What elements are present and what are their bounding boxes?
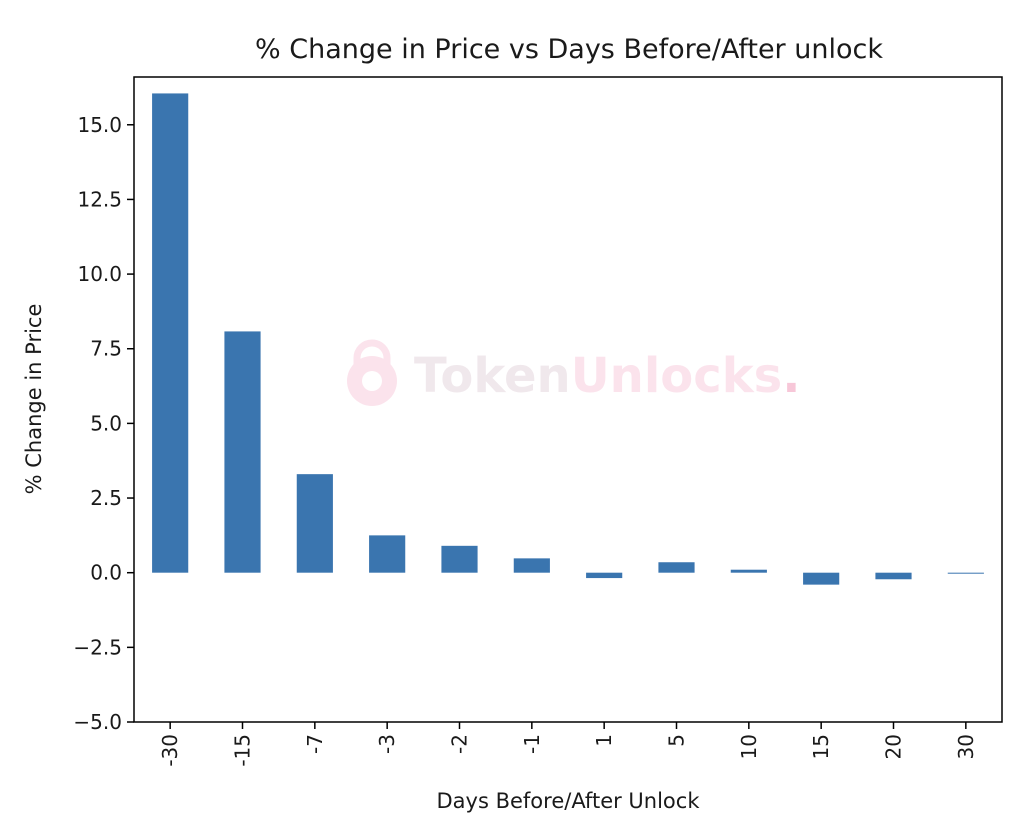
x-tick-label: -7 [303,734,327,754]
bar-1 [586,572,623,579]
x-tick-label: -2 [448,734,472,754]
bar-5 [658,562,695,573]
bar--15 [224,331,261,573]
y-tick-label: 10.0 [77,262,122,286]
x-tick-label: 5 [665,734,689,747]
bar--3 [369,535,406,573]
lock-icon [347,339,397,406]
x-tick-label: -3 [375,734,399,754]
y-axis-label: % Change in Price [22,304,46,495]
y-tick-label: 12.5 [77,187,122,211]
x-tick-label: 10 [737,734,761,759]
watermark: TokenUnlocks. [347,339,800,406]
y-tick-label: 5.0 [90,411,122,435]
x-tick-label: -15 [231,734,255,767]
x-tick-label: -30 [158,734,182,767]
watermark-text-light: Unlocks [571,348,783,404]
chart-title: % Change in Price vs Days Before/After u… [255,34,883,65]
y-tick-label: −2.5 [73,635,122,659]
bar-15 [803,572,840,585]
x-tick-label: 1 [592,734,616,747]
bar--2 [441,545,478,573]
x-tick-label: -1 [520,734,544,754]
y-tick-label: −5.0 [73,710,122,734]
bar-10 [730,569,767,573]
bar-30 [947,572,984,574]
x-tick-label: 30 [954,734,978,759]
bar-20 [875,572,912,580]
watermark-dot: . [782,348,800,404]
x-axis-label: Days Before/After Unlock [437,789,701,813]
bar--30 [152,93,189,573]
bar--1 [513,558,550,573]
svg-text:TokenUnlocks.: TokenUnlocks. [414,348,800,404]
x-tick-label: 20 [882,734,906,759]
plot-frame [133,76,1003,723]
watermark-text-dark: Token [414,348,571,404]
y-tick-label: 7.5 [90,337,122,361]
x-tick-label: 15 [809,734,833,759]
y-tick-label: 15.0 [77,113,122,137]
y-tick-label: 2.5 [90,486,122,510]
bar--7 [296,474,333,573]
y-tick-label: 0.0 [90,561,122,585]
